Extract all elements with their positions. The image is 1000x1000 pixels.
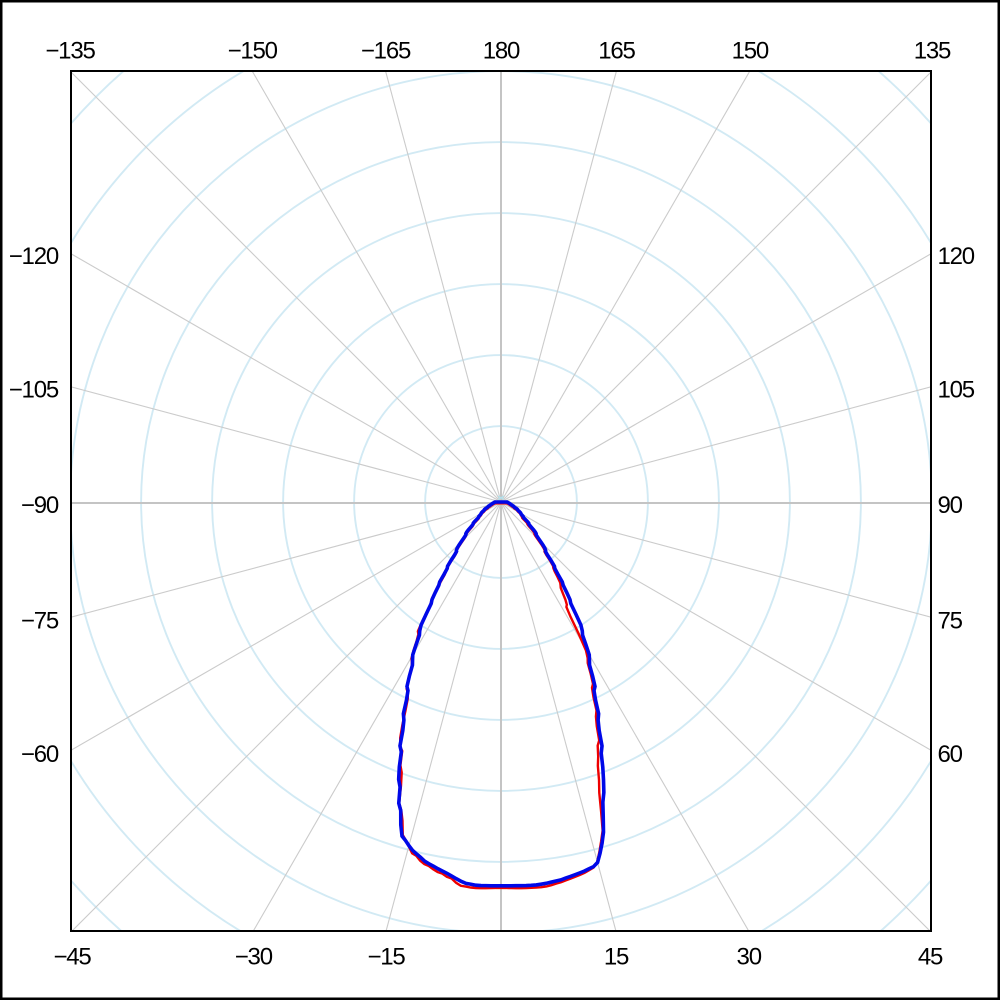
svg-text:30: 30 bbox=[737, 943, 762, 970]
svg-text:−15: −15 bbox=[367, 943, 405, 970]
svg-text:−165: −165 bbox=[361, 38, 411, 65]
svg-text:−150: −150 bbox=[228, 38, 278, 65]
svg-text:45: 45 bbox=[918, 943, 943, 970]
svg-text:120: 120 bbox=[938, 243, 975, 270]
svg-text:−45: −45 bbox=[53, 943, 91, 970]
svg-text:−75: −75 bbox=[21, 608, 59, 635]
svg-text:−105: −105 bbox=[9, 377, 59, 404]
svg-text:165: 165 bbox=[598, 38, 635, 65]
svg-text:60: 60 bbox=[938, 741, 963, 768]
svg-text:180: 180 bbox=[483, 38, 520, 65]
svg-text:135: 135 bbox=[914, 38, 951, 65]
svg-text:90: 90 bbox=[938, 492, 963, 519]
svg-text:−120: −120 bbox=[9, 243, 59, 270]
svg-text:150: 150 bbox=[732, 38, 769, 65]
svg-text:−90: −90 bbox=[21, 492, 59, 519]
svg-text:105: 105 bbox=[938, 377, 975, 404]
svg-text:−30: −30 bbox=[235, 943, 273, 970]
svg-text:75: 75 bbox=[938, 608, 963, 635]
svg-text:−135: −135 bbox=[45, 38, 95, 65]
svg-text:15: 15 bbox=[604, 943, 629, 970]
svg-text:−60: −60 bbox=[21, 741, 59, 768]
